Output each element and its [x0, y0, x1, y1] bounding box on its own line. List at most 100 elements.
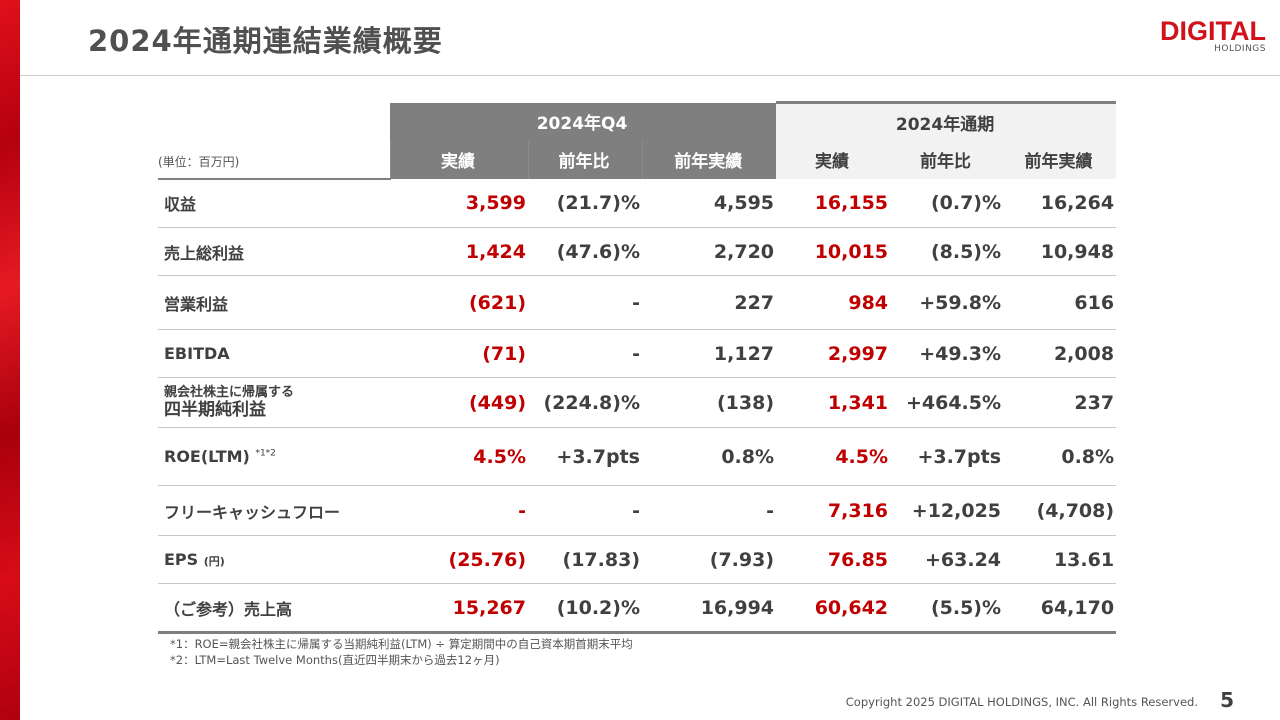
- column-header: 前年比: [527, 140, 642, 179]
- cell-value: 1,424: [390, 227, 528, 276]
- cell-value: (449): [390, 377, 528, 428]
- row-label: 売上総利益: [158, 227, 390, 276]
- table-row: フリーキャッシュフロー - - -7,316 +12,025 (4,708): [158, 485, 1117, 536]
- cell-value: (7.93): [642, 535, 777, 584]
- column-header: 前年実績: [1003, 140, 1117, 179]
- cell-value: 10,015: [776, 227, 891, 276]
- cell-value: 2,008: [1003, 329, 1117, 378]
- cell-value: 7,316: [776, 485, 891, 536]
- unit-label: (単位：百万円): [158, 102, 390, 180]
- footnote: *1：ROE=親会社株主に帰属する当期純利益(LTM) ÷ 算定期間中の自己資本…: [170, 637, 633, 651]
- cell-value: 60,642: [776, 583, 891, 634]
- cell-value: +464.5%: [890, 377, 1004, 428]
- footnote: *2：LTM=Last Twelve Months(直近四半期末から過去12ヶ月…: [170, 653, 500, 667]
- cell-value: 1,127: [642, 329, 777, 378]
- cell-value: (10.2)%: [528, 583, 642, 634]
- row-label-line2: 四半期純利益: [164, 400, 266, 420]
- page-number: 5: [1220, 688, 1234, 712]
- cell-value: 616: [1003, 275, 1117, 330]
- table-row: EBITDA (71) -1,127 2,997 +49.3% 2,008: [158, 329, 1117, 378]
- cell-value: +3.7pts: [890, 427, 1004, 486]
- row-label: 収益: [158, 178, 390, 228]
- table-row: 売上総利益 1,424 (47.6)% 2,720 10,015 (8.5)% 10,948: [158, 227, 1117, 276]
- cell-value: 2,720: [642, 227, 777, 276]
- row-label-text: フリーキャッシュフロー: [164, 502, 341, 522]
- cell-value: 16,994: [642, 583, 777, 634]
- cell-value: +59.8%: [890, 275, 1004, 330]
- cell-value: -: [528, 329, 642, 378]
- unit-note: (円): [203, 555, 225, 568]
- cell-value: (71): [390, 329, 528, 378]
- cell-value: +49.3%: [890, 329, 1004, 378]
- cell-value: (621): [390, 275, 528, 330]
- table-row: 親会社株主に帰属する 四半期純利益 (449) (224.8)% (138) 1,341 +…: [158, 377, 1117, 428]
- cell-value: +12,025: [890, 485, 1004, 536]
- cell-value: 4.5%: [390, 427, 528, 486]
- cell-value: (21.7)%: [528, 178, 642, 228]
- cell-value: -: [528, 275, 642, 330]
- row-label: EPS (円): [158, 535, 390, 584]
- footnote-ref: *1*2: [255, 448, 276, 459]
- row-label: EBITDA: [158, 329, 390, 378]
- group-header-q4: 2024年Q4: [390, 102, 777, 141]
- row-label-text: EBITDA: [164, 344, 230, 363]
- cell-value: 76.85: [776, 535, 891, 584]
- column-header: 実績: [776, 140, 891, 179]
- cell-value: 15,267: [390, 583, 528, 634]
- cell-value: 0.8%: [642, 427, 777, 486]
- row-label: フリーキャッシュフロー: [158, 485, 390, 536]
- cell-value: 4,595: [642, 178, 777, 228]
- cell-value: 13.61: [1003, 535, 1117, 584]
- cell-value: (8.5)%: [890, 227, 1004, 276]
- cell-value: (25.76): [390, 535, 528, 584]
- page-title: 2024年通期連結業績概要: [88, 24, 443, 58]
- copyright: Copyright 2025 DIGITAL HOLDINGS, INC. Al…: [845, 695, 1198, 709]
- row-label: 親会社株主に帰属する 四半期純利益: [158, 377, 390, 428]
- divider: [20, 75, 1280, 76]
- cell-value: (4,708): [1003, 485, 1117, 536]
- cell-value: (224.8)%: [528, 377, 642, 428]
- table-row: 収益 3,599 (21.7)% 4,595 16,155 (0.7)% 16,264: [158, 178, 1117, 228]
- cell-value: -: [528, 485, 642, 536]
- cell-value: 237: [1003, 377, 1117, 428]
- row-label: 営業利益: [158, 275, 390, 330]
- cell-value: (17.83): [528, 535, 642, 584]
- group-header-fy: 2024年通期: [776, 101, 1117, 141]
- cell-value: 64,170: [1003, 583, 1117, 634]
- table-row: ROE(LTM) *1*2 4.5% +3.7pts 0.8% 4.5% +3.7pts 0…: [158, 427, 1117, 486]
- footnotes: *1：ROE=親会社株主に帰属する当期純利益(LTM) ÷ 算定期間中の自己資本…: [170, 636, 633, 668]
- row-label: （ご参考）売上高: [158, 583, 390, 634]
- cell-value: 16,264: [1003, 178, 1117, 228]
- cell-value: (0.7)%: [890, 178, 1004, 228]
- cell-value: -: [390, 485, 528, 536]
- row-label: ROE(LTM) *1*2: [158, 427, 390, 486]
- cell-value: 984: [776, 275, 891, 330]
- row-label-text: EPS: [164, 550, 199, 569]
- results-table: (単位：百万円) 2024年Q4 2024年通期 実績 前年比 前年実績 実績 前年比前…: [158, 101, 1117, 634]
- cell-value: 10,948: [1003, 227, 1117, 276]
- row-label-text: 収益: [164, 195, 197, 215]
- column-header: 前年実績: [641, 140, 777, 179]
- table-row: EPS (円) (25.76) (17.83) (7.93) 76.85 +63.24 13…: [158, 535, 1117, 584]
- row-label-line1: 親会社株主に帰属する: [164, 385, 295, 400]
- row-label-text: 売上総利益: [164, 243, 245, 263]
- cell-value: (5.5)%: [890, 583, 1004, 634]
- cell-value: 2,997: [776, 329, 891, 378]
- cell-value: (47.6)%: [528, 227, 642, 276]
- column-header: 実績: [389, 140, 528, 179]
- cell-value: 16,155: [776, 178, 891, 228]
- cell-value: -: [642, 485, 777, 536]
- cell-value: (138): [642, 377, 777, 428]
- decorative-red-strip: [0, 0, 20, 720]
- cell-value: +63.24: [890, 535, 1004, 584]
- cell-value: 227: [642, 275, 777, 330]
- row-label-text: 営業利益: [164, 294, 229, 314]
- cell-value: 1,341: [776, 377, 891, 428]
- row-label-text: ROE(LTM): [164, 447, 250, 466]
- company-logo: DIGITAL HOLDINGS: [1160, 16, 1266, 55]
- cell-value: 0.8%: [1003, 427, 1117, 486]
- cell-value: 4.5%: [776, 427, 891, 486]
- cell-value: 3,599: [390, 178, 528, 228]
- table-row: 営業利益 (621) -227 984 +59.8% 616: [158, 275, 1117, 330]
- column-header: 前年比: [890, 140, 1004, 179]
